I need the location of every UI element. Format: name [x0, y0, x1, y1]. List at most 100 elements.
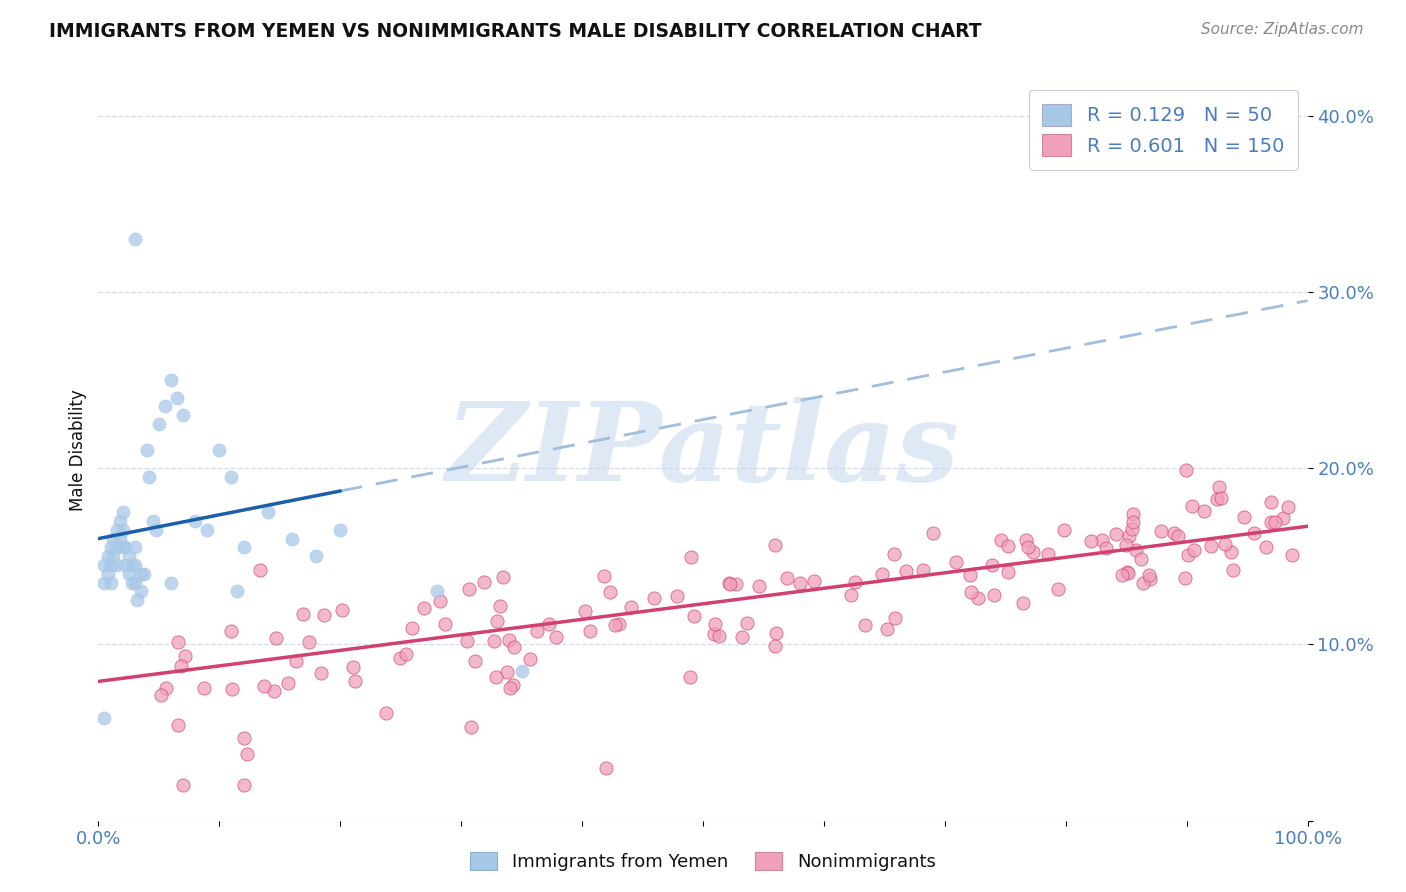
- Point: [413, 601, 436, 615]
- Point: [853, 618, 876, 632]
- Point: [724, 576, 747, 591]
- Point: [593, 568, 616, 582]
- Point: [1105, 527, 1128, 541]
- Point: [127, 593, 149, 607]
- Point: [1163, 526, 1185, 541]
- Point: [401, 621, 423, 635]
- Point: [763, 639, 786, 653]
- Point: [492, 570, 515, 584]
- Point: [620, 599, 643, 614]
- Point: [997, 565, 1019, 579]
- Point: [1012, 596, 1035, 610]
- Point: [718, 575, 741, 590]
- Text: ZIPatlas: ZIPatlas: [446, 397, 960, 504]
- Point: [748, 578, 770, 592]
- Point: [1208, 480, 1230, 494]
- Point: [990, 533, 1012, 547]
- Point: [1180, 500, 1202, 514]
- Point: [1017, 541, 1039, 555]
- Point: [474, 575, 496, 590]
- Point: [731, 630, 754, 644]
- Point: [135, 443, 157, 458]
- Point: [704, 616, 727, 631]
- Point: [803, 574, 825, 589]
- Point: [1116, 566, 1139, 580]
- Point: [226, 584, 249, 599]
- Point: [883, 611, 905, 625]
- Point: [118, 566, 141, 581]
- Point: [983, 588, 1005, 602]
- Point: [896, 564, 918, 578]
- Point: [997, 539, 1019, 553]
- Point: [510, 664, 533, 678]
- Point: [1122, 507, 1144, 521]
- Point: [101, 532, 124, 546]
- Point: [124, 541, 146, 555]
- Point: [844, 575, 866, 590]
- Point: [155, 681, 177, 695]
- Point: [193, 681, 215, 695]
- Point: [665, 589, 688, 603]
- Point: [912, 563, 935, 577]
- Point: [1220, 545, 1243, 559]
- Point: [1015, 533, 1038, 547]
- Point: [765, 626, 787, 640]
- Point: [108, 514, 131, 528]
- Point: [1053, 523, 1076, 537]
- Point: [124, 558, 146, 572]
- Point: [129, 584, 152, 599]
- Y-axis label: Male Disability: Male Disability: [69, 390, 87, 511]
- Point: [789, 576, 811, 591]
- Point: [111, 523, 134, 537]
- Point: [121, 575, 143, 590]
- Point: [482, 634, 505, 648]
- Point: [114, 541, 136, 555]
- Point: [1115, 538, 1137, 552]
- Point: [519, 652, 541, 666]
- Point: [526, 624, 548, 638]
- Point: [922, 525, 945, 540]
- Point: [124, 575, 146, 590]
- Point: [172, 408, 194, 422]
- Point: [145, 523, 167, 537]
- Point: [298, 634, 321, 648]
- Point: [643, 591, 665, 605]
- Point: [1222, 563, 1244, 577]
- Point: [718, 576, 741, 591]
- Point: [960, 585, 983, 599]
- Point: [1260, 495, 1282, 509]
- Point: [93, 558, 115, 572]
- Point: [1182, 543, 1205, 558]
- Point: [97, 549, 120, 564]
- Point: [1177, 548, 1199, 562]
- Point: [100, 541, 122, 555]
- Point: [426, 584, 449, 599]
- Point: [221, 470, 243, 484]
- Point: [1125, 543, 1147, 558]
- Point: [1254, 540, 1277, 554]
- Point: [100, 558, 122, 572]
- Point: [683, 608, 706, 623]
- Point: [129, 566, 152, 581]
- Point: [150, 689, 173, 703]
- Point: [1264, 516, 1286, 530]
- Point: [1233, 509, 1256, 524]
- Point: [1206, 491, 1229, 506]
- Point: [105, 558, 128, 572]
- Point: [252, 679, 274, 693]
- Point: [134, 566, 156, 581]
- Point: [502, 678, 524, 692]
- Point: [233, 731, 256, 745]
- Point: [1122, 515, 1144, 529]
- Text: Source: ZipAtlas.com: Source: ZipAtlas.com: [1201, 22, 1364, 37]
- Point: [839, 588, 862, 602]
- Point: [105, 523, 128, 537]
- Point: [1121, 522, 1143, 536]
- Point: [219, 624, 242, 638]
- Point: [108, 532, 131, 546]
- Point: [114, 558, 136, 572]
- Point: [170, 659, 193, 673]
- Point: [375, 706, 398, 720]
- Point: [546, 630, 568, 644]
- Point: [305, 549, 328, 564]
